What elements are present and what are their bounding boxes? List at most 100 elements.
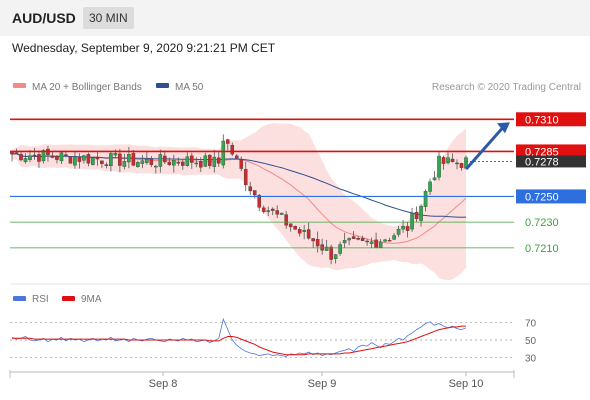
candle [176, 157, 181, 166]
candle [338, 241, 342, 256]
candle [441, 155, 446, 170]
price-legend: MA 20 + Bollinger Bands MA 50 Research ©… [13, 82, 581, 93]
candle [55, 155, 59, 164]
candle [360, 235, 365, 242]
candle [446, 152, 450, 165]
candle [455, 159, 459, 170]
candle [378, 239, 383, 249]
rsi-axis: 70 50 30 [10, 319, 537, 364]
candle [248, 181, 253, 196]
candle [203, 152, 208, 168]
x-tick-label: Sep 9 [308, 378, 337, 390]
candle [68, 156, 73, 164]
candle [185, 152, 190, 167]
candle [23, 153, 28, 164]
ma50-legend-label: MA 50 [175, 82, 204, 93]
candle [86, 152, 91, 167]
candle [311, 238, 315, 248]
level-label-box [516, 112, 586, 127]
rsi-legend-label: RSI [32, 294, 49, 305]
candle [190, 152, 194, 169]
candle [365, 239, 369, 246]
candle [172, 154, 176, 173]
chart-datetime: Wednesday, September 9, 2020 9:21:21 PM … [12, 41, 276, 55]
candle [333, 254, 338, 264]
candle [50, 151, 55, 159]
candle [73, 151, 77, 169]
candle [198, 157, 203, 172]
candle [428, 178, 432, 196]
candle [59, 150, 64, 164]
candle [270, 207, 275, 216]
level-label: 0.7310 [525, 114, 559, 126]
candle [149, 156, 154, 168]
level-label-box [516, 189, 586, 204]
candle [109, 151, 113, 172]
arrow-head [497, 122, 510, 134]
ma20-legend-label: MA 20 + Bollinger Bands [32, 82, 142, 93]
level-label-box [516, 144, 586, 159]
candle [342, 232, 347, 248]
rsi-tick-label: 50 [525, 336, 537, 347]
candle [252, 190, 257, 199]
candle [293, 225, 297, 230]
candle [315, 231, 320, 253]
x-tick-label: Sep 10 [449, 378, 484, 390]
candle [140, 155, 145, 169]
candle [387, 237, 392, 242]
forecast-arrow [465, 122, 510, 170]
candle [77, 153, 82, 169]
candle [405, 222, 410, 238]
candle [284, 210, 288, 229]
current-price-label: 0.7278 [525, 156, 559, 168]
symbol-title: AUD/USD [12, 10, 76, 26]
candle [432, 171, 437, 181]
candle [261, 205, 266, 214]
candle [302, 225, 306, 240]
arrow-shaft [465, 124, 506, 170]
candle [239, 156, 244, 172]
candle [167, 157, 172, 166]
rsi-ma-line [12, 325, 466, 356]
rsi-lines [11, 317, 467, 357]
rsi-ma-legend-label: 9MA [81, 294, 102, 305]
chart-header: AUD/USD 30 MIN [0, 0, 590, 36]
candle [459, 162, 464, 171]
rsi-ma-legend-swatch [62, 296, 75, 301]
candle [243, 161, 248, 192]
candle [163, 150, 167, 165]
candle [392, 233, 396, 241]
bollinger-band [12, 123, 466, 281]
candle [95, 152, 100, 166]
candle [351, 231, 356, 239]
candle [225, 138, 230, 151]
candle [212, 150, 217, 173]
candle [369, 237, 374, 248]
rsi-legend-swatch [13, 296, 26, 301]
candle [288, 223, 293, 232]
research-credit: Research © 2020 Trading Central [432, 82, 581, 93]
candle [437, 152, 441, 181]
candle [423, 189, 428, 212]
candle [450, 153, 455, 163]
bollinger-band-area [12, 123, 466, 281]
timeframe-button[interactable]: 30 MIN [83, 7, 134, 29]
candle [320, 238, 324, 255]
candle [324, 239, 329, 251]
candle [122, 153, 127, 170]
candle [234, 153, 239, 159]
candle [127, 146, 131, 169]
candles [10, 134, 468, 265]
candle [104, 162, 109, 169]
current-price-box [516, 155, 586, 168]
candle [91, 157, 95, 166]
level-label: 0.7230 [525, 217, 559, 229]
candle [131, 149, 136, 167]
candle [275, 205, 280, 219]
candle [356, 236, 360, 241]
candle [279, 212, 284, 215]
candle [82, 154, 86, 164]
time-axis: Sep 8 Sep 9 Sep 10 [9, 370, 515, 390]
